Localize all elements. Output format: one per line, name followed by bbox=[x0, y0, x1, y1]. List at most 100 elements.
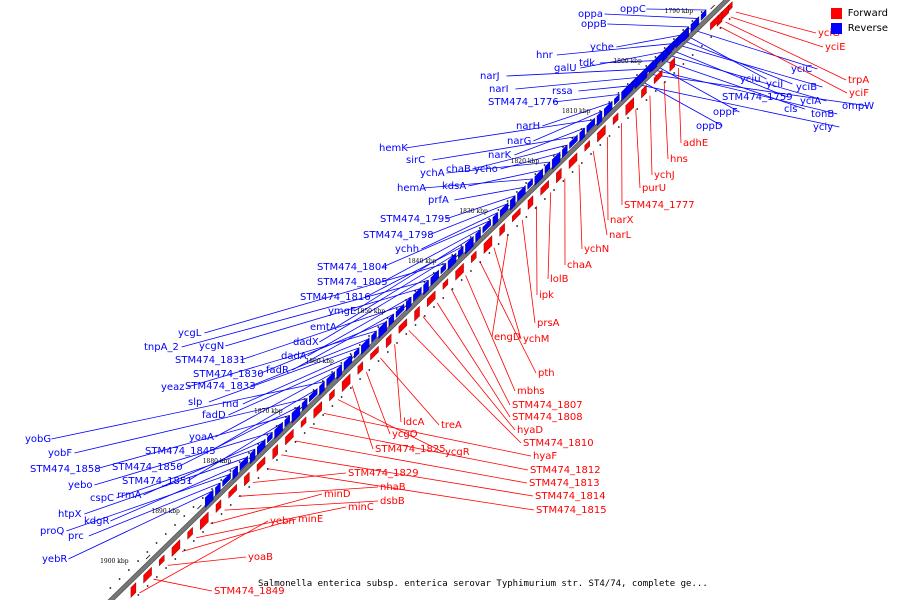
gene-label-ycgn[interactable]: ycgN bbox=[199, 341, 224, 352]
gene-label-yebn[interactable]: yebn bbox=[270, 516, 295, 527]
gene-label-pth[interactable]: pth bbox=[538, 368, 555, 379]
forward-gene-ycgo[interactable] bbox=[357, 360, 364, 375]
reverse-gene-ymge[interactable] bbox=[465, 235, 474, 255]
gene-label-stm474-1815[interactable]: STM474_1815 bbox=[536, 505, 607, 516]
gene-label-ldca[interactable]: ldcA bbox=[403, 417, 425, 428]
reverse-gene-rnd[interactable] bbox=[343, 353, 353, 371]
reverse-gene-yobg[interactable] bbox=[319, 380, 325, 396]
gene-label-ycgr[interactable]: ycgR bbox=[445, 447, 470, 458]
reverse-gene-ychh[interactable] bbox=[492, 211, 499, 227]
gene-label-ycgo[interactable]: ycgO bbox=[392, 429, 418, 440]
gene-label-stm474-1812[interactable]: STM474_1812 bbox=[530, 465, 601, 476]
gene-label-tdk[interactable]: tdk bbox=[579, 58, 595, 69]
reverse-gene-stm474-1798[interactable] bbox=[499, 201, 509, 218]
gene-label-stm474-1808[interactable]: STM474_1808 bbox=[512, 412, 583, 423]
gene-label-tnpa-2[interactable]: tnpA_2 bbox=[144, 342, 179, 353]
reverse-gene-prfa[interactable] bbox=[517, 184, 526, 202]
forward-gene-nhab[interactable] bbox=[228, 483, 237, 499]
forward-gene-dsbb[interactable] bbox=[215, 499, 222, 514]
gene-label-minc[interactable]: minC bbox=[348, 502, 374, 513]
gene-label-ipk[interactable]: ipk bbox=[539, 290, 554, 301]
gene-label-rrma[interactable]: rrmA bbox=[117, 490, 142, 501]
forward-gene-ychn[interactable] bbox=[568, 152, 578, 170]
gene-label-narx[interactable]: narX bbox=[610, 215, 634, 226]
gene-label-stm474-1851[interactable]: STM474_1851 bbox=[122, 476, 193, 487]
gene-label-oppb[interactable]: oppB bbox=[581, 19, 607, 30]
gene-label-stm474-1858[interactable]: STM474_1858 bbox=[30, 464, 101, 475]
gene-label-htpx[interactable]: htpX bbox=[58, 509, 82, 520]
gene-label-yobg[interactable]: yobG bbox=[25, 434, 51, 445]
forward-gene-narl[interactable] bbox=[584, 139, 590, 152]
gene-label-ompw[interactable]: ompW bbox=[842, 101, 874, 112]
reverse-gene-stm474-1833[interactable] bbox=[361, 337, 370, 356]
gene-label-narl[interactable]: narL bbox=[609, 230, 632, 241]
forward-gene-mind[interactable] bbox=[200, 511, 209, 531]
gene-label-mind[interactable]: minD bbox=[324, 489, 351, 500]
gene-label-trea[interactable]: treA bbox=[441, 420, 462, 431]
forward-gene-stm474-1829[interactable] bbox=[244, 471, 250, 487]
gene-label-prc[interactable]: prc bbox=[68, 531, 84, 542]
gene-label-stm474-1777[interactable]: STM474_1777 bbox=[624, 200, 695, 211]
forward-gene-stm474-1814[interactable] bbox=[272, 443, 278, 460]
forward-gene-ychm[interactable] bbox=[483, 235, 493, 255]
gene-label-hema[interactable]: hemA bbox=[397, 183, 426, 194]
gene-label-nhab[interactable]: nhaB bbox=[380, 482, 406, 493]
reverse-gene-stm474-1795[interactable] bbox=[510, 194, 516, 211]
reverse-gene-stm474-1858[interactable] bbox=[284, 414, 290, 428]
gene-label-yciy[interactable]: yciy bbox=[813, 122, 833, 133]
gene-label-sirc[interactable]: sirC bbox=[406, 155, 425, 166]
gene-label-ycgl[interactable]: ycgL bbox=[178, 328, 202, 339]
gene-label-stm474-1795[interactable]: STM474_1795 bbox=[380, 214, 451, 225]
gene-label-stm474-1829[interactable]: STM474_1829 bbox=[348, 468, 419, 479]
gene-label-stm474-1831[interactable]: STM474_1831 bbox=[175, 355, 246, 366]
gene-label-stm474-1849[interactable]: STM474_1849 bbox=[214, 586, 285, 597]
gene-label-ychn[interactable]: ychN bbox=[584, 244, 609, 255]
reverse-gene-rrma[interactable] bbox=[257, 438, 266, 456]
gene-label-cspc[interactable]: cspC bbox=[90, 493, 114, 504]
gene-label-hnr[interactable]: hnr bbox=[536, 50, 554, 61]
gene-label-stm474-1830[interactable]: STM474_1830 bbox=[193, 369, 264, 380]
forward-gene-prsa[interactable] bbox=[512, 207, 521, 223]
gene-label-ycib[interactable]: yciB bbox=[796, 82, 817, 93]
gene-label-adhe[interactable]: adhE bbox=[683, 138, 708, 149]
reverse-gene-stm474-1831[interactable] bbox=[395, 303, 405, 319]
gene-label-yebr[interactable]: yebR bbox=[42, 554, 67, 565]
forward-gene-engd[interactable] bbox=[499, 222, 505, 237]
forward-gene-hns[interactable] bbox=[653, 69, 663, 85]
forward-gene-ldca[interactable] bbox=[385, 333, 392, 349]
reverse-gene-proq[interactable] bbox=[222, 472, 231, 488]
gene-label-dsbb[interactable]: dsbB bbox=[380, 496, 405, 507]
reverse-gene-oppc[interactable] bbox=[700, 9, 707, 21]
reverse-gene-fadd[interactable] bbox=[336, 363, 343, 380]
reverse-gene-kdsa[interactable] bbox=[534, 168, 543, 187]
gene-label-stm474-1845[interactable]: STM474_1845 bbox=[145, 446, 216, 457]
gene-label-stm474-1805[interactable]: STM474_1805 bbox=[317, 277, 388, 288]
gene-label-stm474-1833[interactable]: STM474_1833 bbox=[185, 381, 256, 392]
gene-label-ycho[interactable]: ycho bbox=[474, 164, 498, 175]
forward-gene-hyaf[interactable] bbox=[313, 400, 322, 419]
gene-label-narh[interactable]: narH bbox=[516, 121, 540, 132]
gene-label-yebo[interactable]: yebo bbox=[68, 480, 93, 491]
forward-gene-stm474-1812[interactable] bbox=[300, 416, 307, 429]
gene-label-kdgr[interactable]: kdgR bbox=[84, 516, 109, 527]
forward-gene-ycif[interactable] bbox=[710, 14, 719, 31]
gene-label-hns[interactable]: hns bbox=[670, 154, 688, 165]
reverse-gene-cspc[interactable] bbox=[249, 448, 256, 465]
reverse-gene-yobf[interactable] bbox=[301, 397, 308, 412]
reverse-gene-stm474-1845[interactable] bbox=[309, 387, 318, 403]
gene-label-engd[interactable]: engD bbox=[494, 332, 521, 343]
gene-label-slp[interactable]: slp bbox=[188, 397, 202, 408]
gene-label-dadx[interactable]: dadX bbox=[293, 337, 319, 348]
gene-label-stm474-1816[interactable]: STM474_1816 bbox=[300, 292, 371, 303]
forward-gene-hyad[interactable] bbox=[414, 305, 420, 322]
reverse-gene-stm474-1830[interactable] bbox=[378, 320, 387, 340]
forward-gene-mine[interactable] bbox=[171, 539, 181, 558]
gene-label-galu[interactable]: galU bbox=[554, 63, 577, 74]
reverse-gene-htpx[interactable] bbox=[239, 455, 249, 472]
gene-label-stm474-1813[interactable]: STM474_1813 bbox=[529, 478, 600, 489]
gene-label-ychm[interactable]: ychM bbox=[523, 334, 549, 345]
forward-gene-narx[interactable] bbox=[597, 124, 606, 143]
gene-label-trpa[interactable]: trpA bbox=[848, 75, 869, 86]
reverse-gene-sirc[interactable] bbox=[569, 134, 578, 150]
gene-label-oppd[interactable]: oppD bbox=[696, 121, 723, 132]
